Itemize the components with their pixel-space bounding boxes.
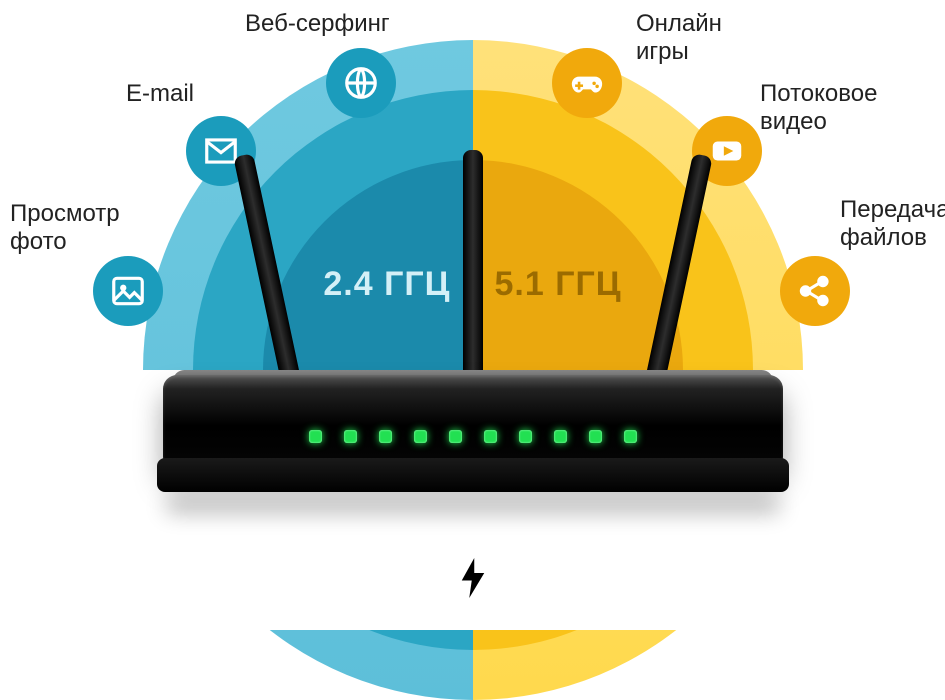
label-games: Онлайн игры [636,10,722,65]
globe-icon [326,48,396,118]
router-led [484,430,497,443]
label-files: Передача файлов [840,196,945,251]
router [163,330,783,510]
bolt-icon [458,556,488,610]
label-web: Веб-серфинг [245,10,390,38]
router-led [414,430,427,443]
band-label-right: 5.1 ГГЦ [495,265,622,304]
band-label-left: 2.4 ГГЦ [323,265,450,304]
infographic-root: 2.4 ГГЦ 5.1 ГГЦ Просмотр фото E-mail Веб… [0,0,945,619]
label-email: E-mail [126,80,194,108]
router-led [344,430,357,443]
router-base [157,458,789,492]
router-antenna [463,150,483,390]
image-icon [93,256,163,326]
label-photo: Просмотр фото [10,200,120,255]
router-led [624,430,637,443]
router-led [379,430,392,443]
router-led [589,430,602,443]
gamepad-icon [552,48,622,118]
label-video: Потоковое видео [760,80,877,135]
router-led [309,430,322,443]
share-icon [780,256,850,326]
router-body [163,375,783,467]
router-led-row [163,430,783,443]
router-led [554,430,567,443]
router-led [449,430,462,443]
router-led [519,430,532,443]
